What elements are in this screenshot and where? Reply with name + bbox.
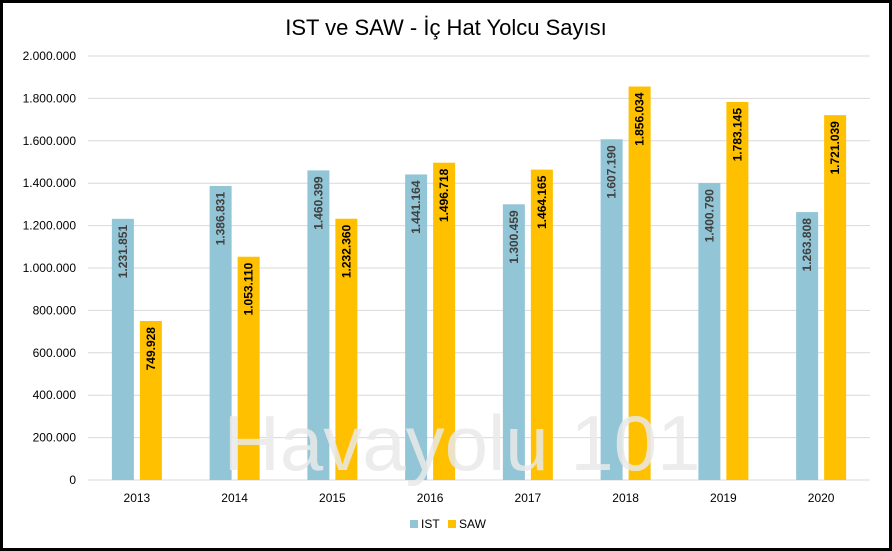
data-label-ist: 1.231.851 [116, 225, 130, 279]
data-label-ist: 1.400.790 [702, 189, 716, 243]
data-labels: 1.231.851 749.928 1.386.831 1.053.110 1.460.… [116, 92, 842, 370]
data-label-ist: 1.441.164 [409, 180, 423, 234]
data-label-ist: 1.386.831 [214, 192, 228, 246]
bar-ist [307, 170, 330, 480]
data-label-saw: 1.856.034 [633, 92, 647, 146]
x-tick-label: 2018 [612, 491, 639, 505]
x-tick-label: 2019 [710, 491, 737, 505]
y-axis: 0 200.000 400.000 600.000 800.000 1.000.000 1.… [23, 49, 77, 487]
legend-label-ist: IST [421, 517, 440, 531]
data-label-ist: 1.460.399 [311, 176, 325, 230]
y-tick-label: 1.400.000 [23, 176, 77, 190]
bar-saw [139, 321, 162, 480]
legend: IST SAW [410, 517, 487, 531]
bars [111, 86, 847, 481]
x-tick-label: 2017 [515, 491, 542, 505]
bar-saw [237, 256, 260, 480]
bar-ist [209, 185, 232, 480]
bar-saw [824, 115, 847, 480]
y-tick-label: 400.000 [33, 388, 77, 402]
bar-ist [405, 174, 428, 480]
data-label-saw: 1.053.110 [242, 262, 256, 315]
bar-saw [335, 218, 358, 480]
y-tick-label: 600.000 [33, 346, 77, 360]
data-label-ist: 1.300.459 [507, 210, 521, 264]
bar-ist [796, 212, 819, 481]
y-tick-label: 800.000 [33, 303, 77, 317]
y-tick-label: 1.000.000 [23, 261, 77, 275]
legend-swatch-saw [448, 520, 456, 528]
y-tick-label: 1.800.000 [23, 91, 77, 105]
x-tick-label: 2014 [221, 491, 248, 505]
y-tick-label: 2.000.000 [23, 49, 77, 63]
data-label-saw: 1.464.165 [535, 175, 549, 229]
x-tick-label: 2013 [124, 491, 151, 505]
y-tick-label: 1.600.000 [23, 134, 77, 148]
chart-title: IST ve SAW - İç Hat Yolcu Sayısı [285, 15, 607, 40]
data-label-ist: 1.607.190 [605, 145, 619, 199]
bar-ist [698, 183, 721, 480]
y-tick-label: 200.000 [33, 431, 77, 445]
bar-saw [530, 169, 553, 480]
data-label-saw: 749.928 [144, 327, 158, 371]
bar-ist [502, 204, 525, 481]
bar-saw [628, 86, 651, 481]
x-tick-label: 2016 [417, 491, 444, 505]
data-label-saw: 1.783.145 [730, 108, 744, 162]
legend-swatch-ist [410, 520, 418, 528]
bar-ist [600, 139, 623, 480]
x-tick-label: 2020 [808, 491, 835, 505]
data-label-saw: 1.721.039 [828, 121, 842, 175]
legend-label-saw: SAW [459, 517, 487, 531]
bar-ist [111, 218, 134, 480]
x-tick-label: 2015 [319, 491, 346, 505]
bar-saw [433, 162, 456, 480]
y-tick-label: 0 [69, 473, 76, 487]
data-label-ist: 1.263.808 [800, 218, 814, 272]
data-label-saw: 1.496.718 [437, 168, 451, 222]
watermark: Havayolu 101 [224, 399, 701, 487]
watermark-text: Havayolu 101 [224, 399, 701, 487]
bar-saw [726, 101, 749, 480]
y-tick-label: 1.200.000 [23, 219, 77, 233]
data-label-saw: 1.232.360 [339, 224, 353, 278]
